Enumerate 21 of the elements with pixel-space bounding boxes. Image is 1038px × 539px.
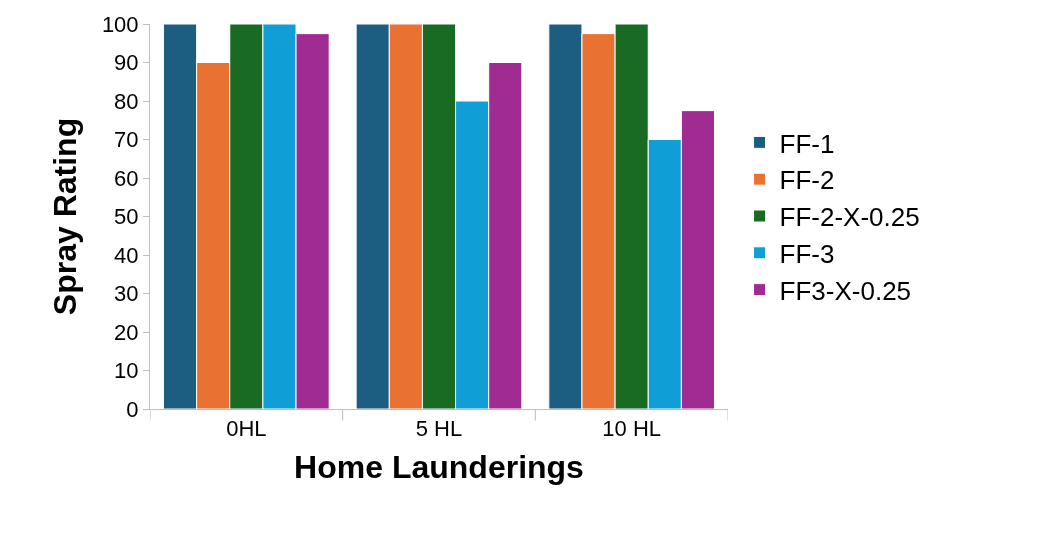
- y-tick-label: 40: [114, 242, 139, 268]
- y-axis-title: Spray Rating: [47, 117, 84, 316]
- y-tick-label: 50: [114, 204, 139, 230]
- x-tick-label: 0HL: [226, 416, 267, 442]
- legend-label: FF-3: [779, 238, 835, 269]
- y-tick-label: 60: [114, 165, 139, 191]
- x-tick-label: 5 HL: [415, 416, 463, 442]
- legend-label: FF3-X-0.25: [779, 275, 912, 306]
- y-tick-label: 90: [114, 50, 139, 76]
- legend-label: FF-2-X-0.25: [779, 202, 920, 233]
- legend-label: FF-1: [779, 128, 835, 159]
- y-tick-label: 0: [126, 396, 139, 422]
- y-tick-label: 30: [114, 281, 139, 307]
- y-tick-label: 10: [114, 358, 139, 384]
- y-tick-label: 100: [101, 11, 139, 37]
- y-tick-label: 70: [114, 127, 139, 153]
- y-tick-label: 80: [114, 88, 139, 114]
- legend-label: FF-2: [779, 165, 835, 196]
- x-tick-label: 10 HL: [602, 416, 662, 442]
- y-tick-label: 20: [114, 319, 139, 345]
- x-axis-title: Home Launderings: [294, 449, 584, 486]
